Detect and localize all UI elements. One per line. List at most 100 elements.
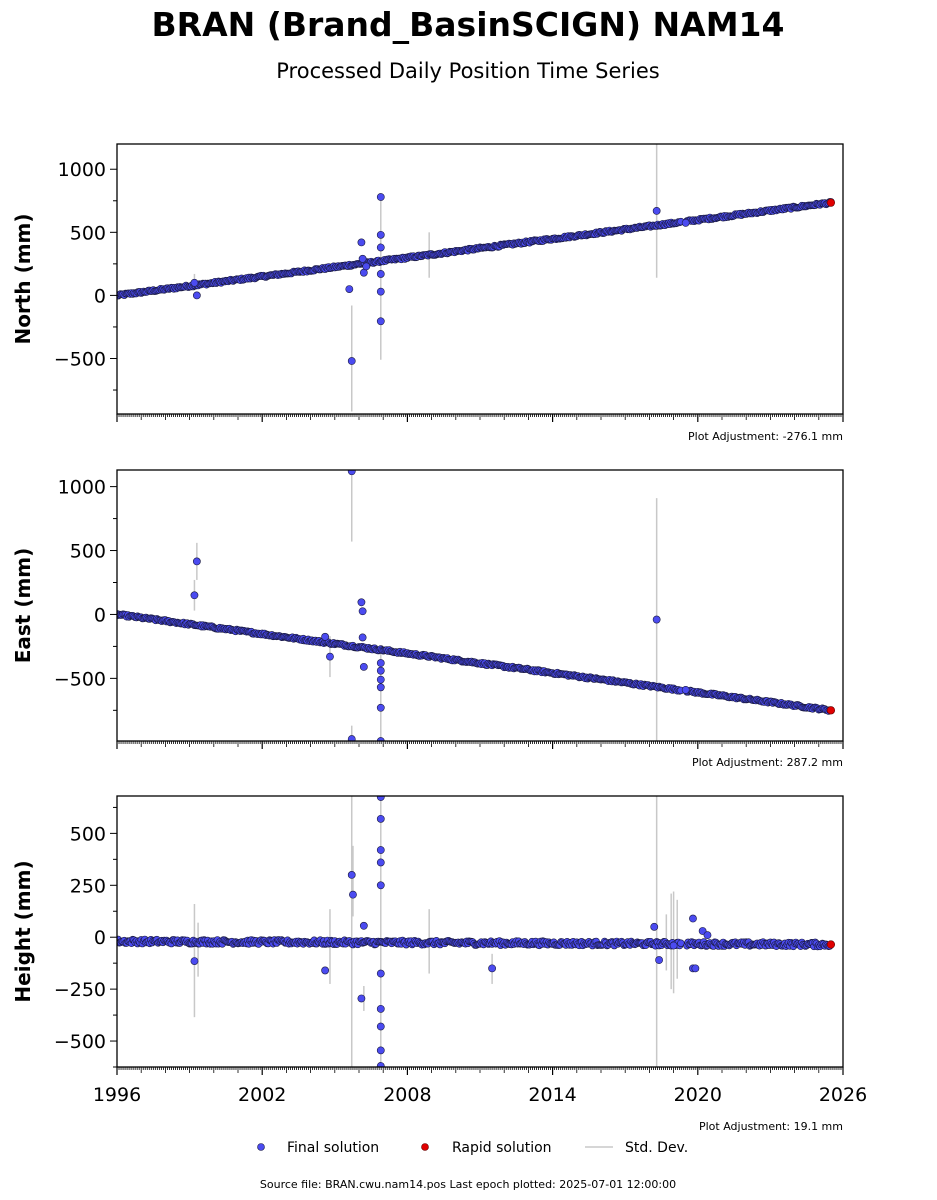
height-ytick-label: 500 bbox=[70, 823, 106, 845]
north-outlier-point bbox=[376, 270, 385, 278]
east-outlier-point bbox=[321, 632, 330, 641]
east-outlier-point bbox=[347, 735, 356, 741]
xtick-label: 2008 bbox=[383, 1084, 431, 1106]
height-outlier-point bbox=[655, 956, 663, 964]
xtick-label: 2014 bbox=[528, 1084, 576, 1106]
height-outlier-point bbox=[376, 796, 385, 801]
north-outlier-point bbox=[376, 287, 385, 296]
north-ytick-label: 500 bbox=[70, 222, 106, 244]
east-outlier-point bbox=[376, 666, 385, 675]
east-plot-area bbox=[117, 470, 836, 741]
height-outlier-point bbox=[376, 1062, 385, 1067]
height-plot-area bbox=[117, 796, 836, 1067]
north-ytick-label: 1000 bbox=[58, 159, 106, 181]
height-outlier-point bbox=[376, 846, 385, 854]
source-footer: Source file: BRAN.cwu.nam14.pos Last epo… bbox=[260, 1178, 676, 1191]
height-axes-frame bbox=[116, 795, 844, 1068]
east-outlier-point bbox=[681, 685, 690, 694]
height-outlier-point bbox=[703, 931, 712, 940]
north-plot-area bbox=[117, 144, 836, 412]
north-ylabel: North (mm) bbox=[11, 213, 35, 344]
legend-rapid-marker bbox=[421, 1143, 429, 1151]
height-ytick-label: −250 bbox=[54, 979, 106, 1001]
east-rapid-point bbox=[826, 706, 836, 715]
north-panel: −500 0 500 1000 North (mm) Plot Adjustment: -… bbox=[11, 143, 844, 443]
legend-rapid-label: Rapid solution bbox=[452, 1140, 552, 1156]
east-outlier-point bbox=[358, 607, 367, 616]
height-outlier-point bbox=[689, 914, 697, 923]
east-plot-adjustment: Plot Adjustment: 287.2 mm bbox=[692, 756, 843, 769]
east-outlier-point bbox=[326, 652, 334, 661]
height-outlier-point bbox=[376, 1004, 385, 1013]
east-outlier-point bbox=[357, 598, 366, 607]
north-outlier-point bbox=[362, 262, 371, 271]
height-outlier-point bbox=[347, 871, 356, 879]
north-rapid-point bbox=[826, 198, 836, 207]
height-outlier-point bbox=[349, 890, 357, 899]
xtick-label: 2026 bbox=[819, 1084, 867, 1106]
east-outlier-point bbox=[376, 703, 385, 712]
xtick-label: 2020 bbox=[674, 1084, 722, 1106]
east-outlier-point bbox=[376, 737, 385, 741]
east-ytick-label: 1000 bbox=[58, 477, 106, 499]
north-outlier-point bbox=[347, 357, 356, 365]
height-outlier-point bbox=[357, 994, 366, 1003]
east-outlier-point bbox=[376, 659, 385, 667]
height-outlier-point bbox=[669, 941, 678, 950]
height-outlier-point bbox=[376, 814, 385, 823]
north-outlier-point bbox=[345, 285, 354, 293]
height-rapid-point bbox=[826, 940, 836, 949]
legend-final-marker bbox=[257, 1143, 265, 1151]
east-outlier-point bbox=[347, 470, 356, 476]
north-outlier-point bbox=[652, 206, 661, 215]
north-outlier-point bbox=[358, 254, 367, 263]
height-panel: −500 −250 0 250 500 1996 2002 2008 2014 2020 2026 H… bbox=[11, 795, 867, 1133]
east-outlier-point bbox=[652, 615, 661, 624]
xtick-label: 2002 bbox=[238, 1084, 286, 1106]
north-outlier-point bbox=[192, 291, 201, 300]
height-outlier-point bbox=[650, 922, 659, 931]
height-outlier-point bbox=[376, 969, 385, 978]
north-outlier-point bbox=[376, 317, 385, 326]
east-outlier-point bbox=[359, 662, 368, 671]
north-plot-adjustment: Plot Adjustment: -276.1 mm bbox=[688, 430, 843, 443]
east-panel: −500 0 500 1000 East (mm) Plot Adjustment: 28… bbox=[11, 469, 844, 769]
height-final-series bbox=[117, 935, 835, 951]
height-ylabel: Height (mm) bbox=[11, 860, 35, 1002]
figure-title: BRAN (Brand_BasinSCIGN) NAM14 bbox=[152, 5, 785, 44]
height-outlier-point bbox=[359, 921, 368, 930]
east-outlier-point bbox=[192, 557, 201, 566]
height-ytick-label: 250 bbox=[70, 875, 106, 897]
height-outlier-point bbox=[488, 964, 496, 973]
height-plot-adjustment: Plot Adjustment: 19.1 mm bbox=[699, 1120, 843, 1133]
legend-std-label: Std. Dev. bbox=[625, 1140, 688, 1156]
east-outlier-point bbox=[376, 683, 385, 692]
north-outlier-point bbox=[376, 193, 385, 201]
height-outlier-point bbox=[376, 1022, 385, 1031]
north-outlier-point bbox=[190, 278, 199, 287]
north-final-series bbox=[117, 198, 835, 300]
height-outlier-point bbox=[376, 1046, 385, 1055]
legend: Final solution Rapid solution Std. Dev. bbox=[257, 1140, 688, 1156]
height-outlier-point bbox=[376, 858, 385, 867]
east-outlier-point bbox=[376, 675, 385, 684]
north-ytick-label: −500 bbox=[54, 348, 106, 370]
east-ytick-label: −500 bbox=[54, 668, 106, 690]
east-ylabel: East (mm) bbox=[11, 548, 35, 664]
subplots: −500 0 500 1000 North (mm) Plot Adjustment: -… bbox=[11, 143, 867, 1133]
east-ytick-label: 0 bbox=[94, 604, 106, 626]
east-ytick-label: 500 bbox=[70, 541, 106, 563]
height-outlier-point bbox=[321, 966, 330, 975]
height-ytick-label: 0 bbox=[94, 927, 106, 949]
height-outlier-point bbox=[190, 957, 199, 965]
height-outlier-point bbox=[376, 881, 385, 890]
east-outlier-point bbox=[190, 591, 199, 600]
north-outlier-point bbox=[357, 238, 366, 247]
height-outlier-point bbox=[691, 964, 700, 973]
north-outlier-point bbox=[376, 230, 385, 239]
height-ytick-label: −500 bbox=[54, 1031, 106, 1053]
north-ytick-label: 0 bbox=[94, 285, 106, 307]
north-outlier-point bbox=[681, 218, 690, 227]
figure-subtitle: Processed Daily Position Time Series bbox=[276, 59, 660, 83]
